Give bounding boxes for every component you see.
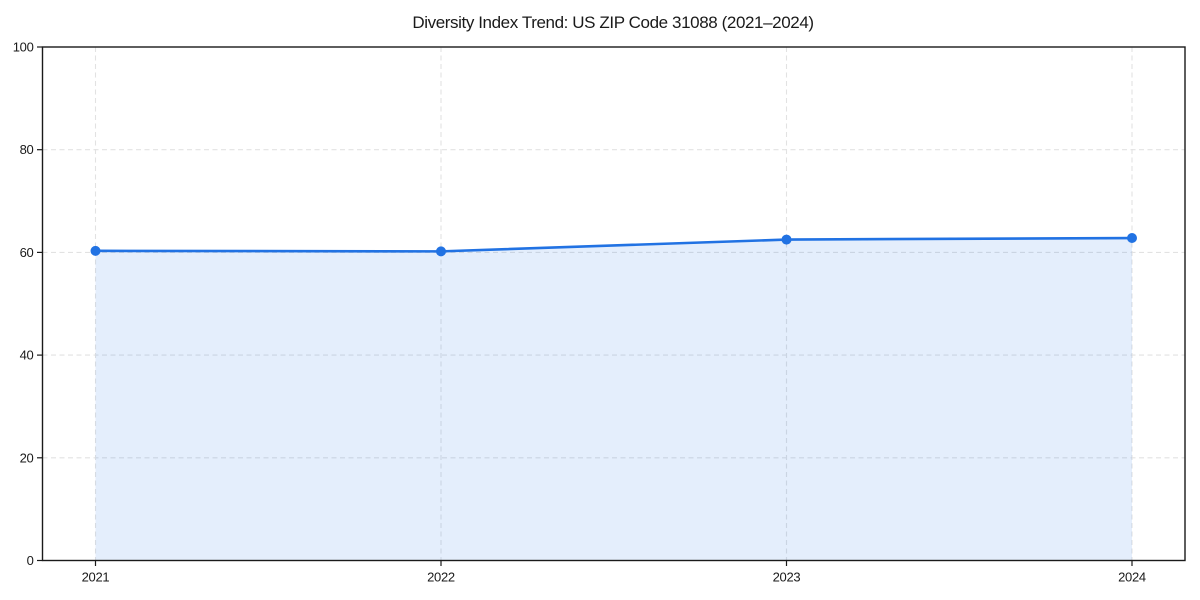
area-layer [95,238,1132,561]
data-point-2021 [90,245,101,256]
data-point-2022 [436,246,446,257]
line-layer [94,236,1134,253]
y-tick-label-40: 40 [20,348,34,363]
x-tick-label-2021: 2021 [82,570,110,585]
y-tick-label-100: 100 [13,40,34,55]
x-tick-label-2022: 2022 [427,570,455,585]
label-layer: 0 20 40 60 80 100 2021 2022 2023 2024 [13,40,1147,585]
axis-layer [37,46,1186,566]
plot-border [41,46,1186,562]
area-fill [95,238,1132,561]
y-tick-label-20: 20 [20,450,34,465]
x-tick-label-2024: 2024 [1118,570,1146,585]
trend-line [94,236,1134,253]
marker-layer [90,233,1137,257]
y-tick-label-60: 60 [20,245,34,260]
data-point-2024 [1127,233,1137,244]
y-tick-label-80: 80 [20,142,34,157]
data-point-2023 [781,234,792,245]
y-tick-label-0: 0 [27,553,34,568]
x-tick-label-2023: 2023 [773,570,801,585]
chart-title: Diversity Index Trend: US ZIP Code 31088… [412,13,813,32]
